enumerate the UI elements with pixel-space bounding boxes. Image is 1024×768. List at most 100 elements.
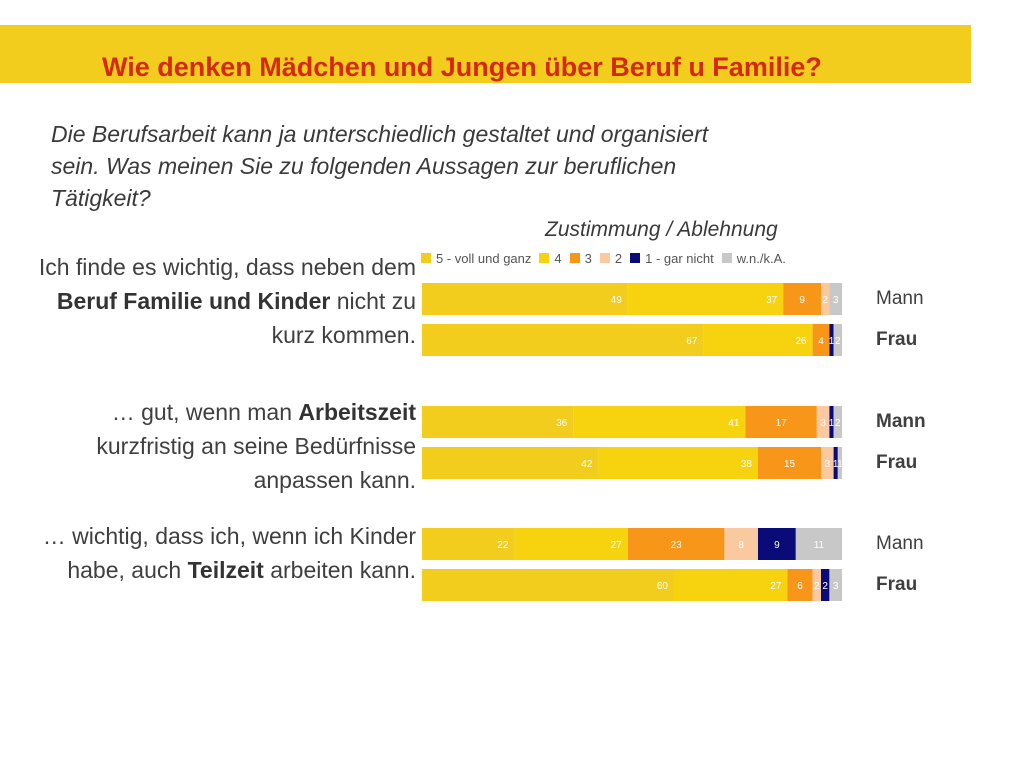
legend-label: 2 xyxy=(614,250,623,266)
legend-item: 4 xyxy=(539,250,562,266)
legend-label: 1 - gar nicht xyxy=(645,250,714,266)
question-text-part: kurzfristig an seine Bedürfnisse anpasse… xyxy=(96,433,416,493)
legend-item: 5 - voll und ganz xyxy=(421,251,531,266)
legend-swatch xyxy=(569,253,580,263)
bar-value-label: 17 xyxy=(776,418,788,429)
bar-value-label: 42 xyxy=(581,459,593,470)
bar-value-label: 9 xyxy=(799,295,805,306)
bar-segment xyxy=(422,283,628,315)
question-text-part: Teilzeit xyxy=(187,557,264,583)
bar-segment xyxy=(724,528,758,560)
bar-value-label: 67 xyxy=(686,336,698,347)
bar-value-label: 9 xyxy=(774,540,780,551)
bar-value-label: 26 xyxy=(795,336,807,347)
legend-label: 4 xyxy=(554,250,562,266)
bar-value-label: 41 xyxy=(728,418,740,429)
bar-value-label: 38 xyxy=(741,459,753,470)
category-label: Frau xyxy=(876,329,918,350)
bar-segment xyxy=(514,528,628,560)
bar-segment xyxy=(829,324,834,356)
bar-value-label: 1 xyxy=(829,336,835,347)
bar-segment xyxy=(573,406,746,438)
legend-item: 1 - gar nicht xyxy=(630,251,714,266)
bar-value-label: 3 xyxy=(833,581,839,592)
bar-segment xyxy=(829,406,834,438)
bar-segment xyxy=(829,569,842,601)
bar-value-label: 22 xyxy=(497,540,509,551)
bar-value-label: 6 xyxy=(797,581,803,592)
bar-value-label: 37 xyxy=(766,295,778,306)
bar-segment xyxy=(816,406,830,438)
question-text-part: Arbeitszeit xyxy=(298,399,416,425)
bar-segment xyxy=(829,283,842,315)
bar-value-label: 15 xyxy=(784,459,796,470)
bar-segment xyxy=(812,569,821,601)
question-label-part-time: … wichtig, dass ich, wenn ich Kinder hab… xyxy=(20,519,416,587)
bar-segment xyxy=(821,569,830,601)
legend-item: w.n./k.A. xyxy=(721,250,786,266)
bar-segment xyxy=(627,528,725,560)
bar-value-label: 8 xyxy=(738,540,744,551)
bar-segment xyxy=(821,283,830,315)
bar-segment xyxy=(758,528,796,560)
bar-segment xyxy=(422,324,704,356)
question-label-family: Ich finde es wichtig, dass neben dem Ber… xyxy=(20,250,416,352)
legend-item: 2 xyxy=(599,250,623,266)
bar-value-label: 23 xyxy=(671,540,683,551)
axis-title: Zustimmung / Ablehnung xyxy=(545,218,778,241)
bar-value-label: 2 xyxy=(814,581,820,592)
bar-segment xyxy=(674,569,788,601)
legend-item: 3 xyxy=(569,251,592,266)
bar-segment xyxy=(598,447,758,479)
legend-swatch xyxy=(599,253,610,263)
bar-segment xyxy=(787,569,813,601)
bar-value-label: 60 xyxy=(657,581,669,592)
bar-segment xyxy=(422,447,599,479)
bar-segment xyxy=(758,447,821,479)
bar-value-label: 27 xyxy=(770,581,782,592)
question-intro: Die Berufsarbeit kann ja unterschiedlich… xyxy=(51,121,709,211)
bar-segment xyxy=(422,528,515,560)
bar-segment xyxy=(821,447,834,479)
question-text-part: … gut, wenn man xyxy=(111,399,299,425)
question-text-part: arbeiten kann. xyxy=(263,557,416,583)
bar-value-label: 2 xyxy=(835,418,841,429)
bar-value-label: 36 xyxy=(556,418,568,429)
chart-legend: 5 - voll und ganz 4 3 2 1 - gar nicht w.n./k.… xyxy=(421,249,794,267)
legend-swatch xyxy=(421,253,431,263)
bar-value-label: 3 xyxy=(833,295,839,306)
bar-value-label: 1 xyxy=(829,418,835,429)
legend-swatch xyxy=(721,253,732,263)
legend-label: 5 - voll und ganz xyxy=(436,250,532,266)
bar-segment xyxy=(812,324,830,356)
question-text-part: … wichtig, dass ich, wenn ich Kinder hab… xyxy=(42,523,416,583)
bar-value-label: 11 xyxy=(814,540,825,551)
bar-segment xyxy=(745,406,817,438)
bar-segment xyxy=(795,528,842,560)
bar-segment xyxy=(703,324,813,356)
bar-segment xyxy=(783,283,821,315)
bar-value-label: 2 xyxy=(835,336,841,347)
bar-segment xyxy=(833,324,842,356)
bar-segment xyxy=(833,406,842,438)
category-label: Mann xyxy=(876,411,926,432)
legend-swatch xyxy=(630,253,641,263)
question-text-part: nicht zu kurz kommen. xyxy=(271,288,416,348)
question-label-working-time: … gut, wenn man Arbeitszeit kurzfristig … xyxy=(20,395,416,497)
question-text-part: Beruf Familie und Kinder xyxy=(56,288,331,314)
bar-value-label: 3 xyxy=(825,459,831,470)
legend-label: w.n./k.A. xyxy=(736,250,786,266)
legend-swatch xyxy=(539,253,550,263)
category-label: Frau xyxy=(876,574,918,595)
bar-segment xyxy=(627,283,784,315)
bar-segment xyxy=(837,447,842,479)
question-text-part: Ich finde es wichtig, dass neben dem xyxy=(38,254,416,280)
page-title: Wie denken Mädchen und Jungen über Beruf… xyxy=(102,52,822,82)
bar-value-label: 3 xyxy=(820,418,826,429)
category-label: Mann xyxy=(876,288,924,309)
bar-value-label: 1 xyxy=(833,459,839,470)
bar-value-label: 2 xyxy=(822,295,828,306)
bar-segment xyxy=(422,406,574,438)
category-label: Mann xyxy=(876,533,924,554)
